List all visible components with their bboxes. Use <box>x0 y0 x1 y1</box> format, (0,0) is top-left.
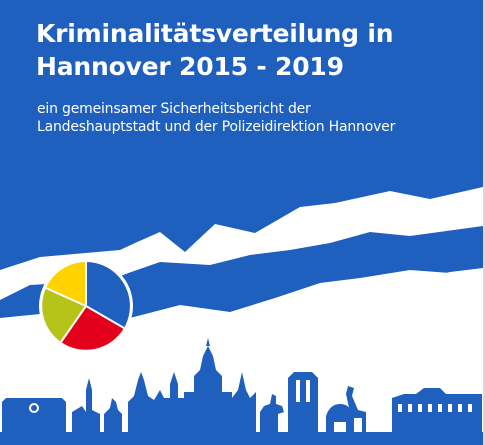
cover-subtitle-line-2: Landeshauptstadt und der Polizeidirektio… <box>37 119 396 135</box>
cover-title-line-2: Hannover 2015 - 2019 <box>36 52 344 81</box>
giraffe-silhouette <box>346 386 366 432</box>
cover-title: Kriminalitätsverteilung in Hannover 2015… <box>36 17 394 83</box>
horseman-silhouette <box>260 394 284 432</box>
cover-title-line-1: Kriminalitätsverteilung in <box>36 19 394 48</box>
cover-subtitle-line-1: ein gemeinsamer Sicherheitsbericht der <box>37 101 311 117</box>
stadium-silhouette <box>2 398 66 432</box>
pie-dividers <box>45 262 125 343</box>
statue-silhouette <box>104 398 122 432</box>
pie-segment-red <box>61 306 124 350</box>
town-hall-silhouette <box>184 346 232 432</box>
pie-segment-yellow <box>46 262 86 306</box>
city-skyline <box>0 338 483 445</box>
town-hall-spire <box>206 338 210 346</box>
cover-subtitle: ein gemeinsamer Sicherheitsbericht der L… <box>37 100 395 136</box>
palace-windows <box>398 404 472 412</box>
elephant-silhouette <box>326 404 352 432</box>
old-town-silhouette <box>128 372 184 432</box>
mountain-band-lower <box>0 270 483 445</box>
palace-silhouette <box>392 388 482 432</box>
page-edge <box>483 0 485 445</box>
church-towers-silhouette <box>232 372 256 432</box>
pie-illustration <box>39 259 133 353</box>
church-silhouette <box>72 378 100 432</box>
tower-block-silhouette <box>288 372 318 432</box>
